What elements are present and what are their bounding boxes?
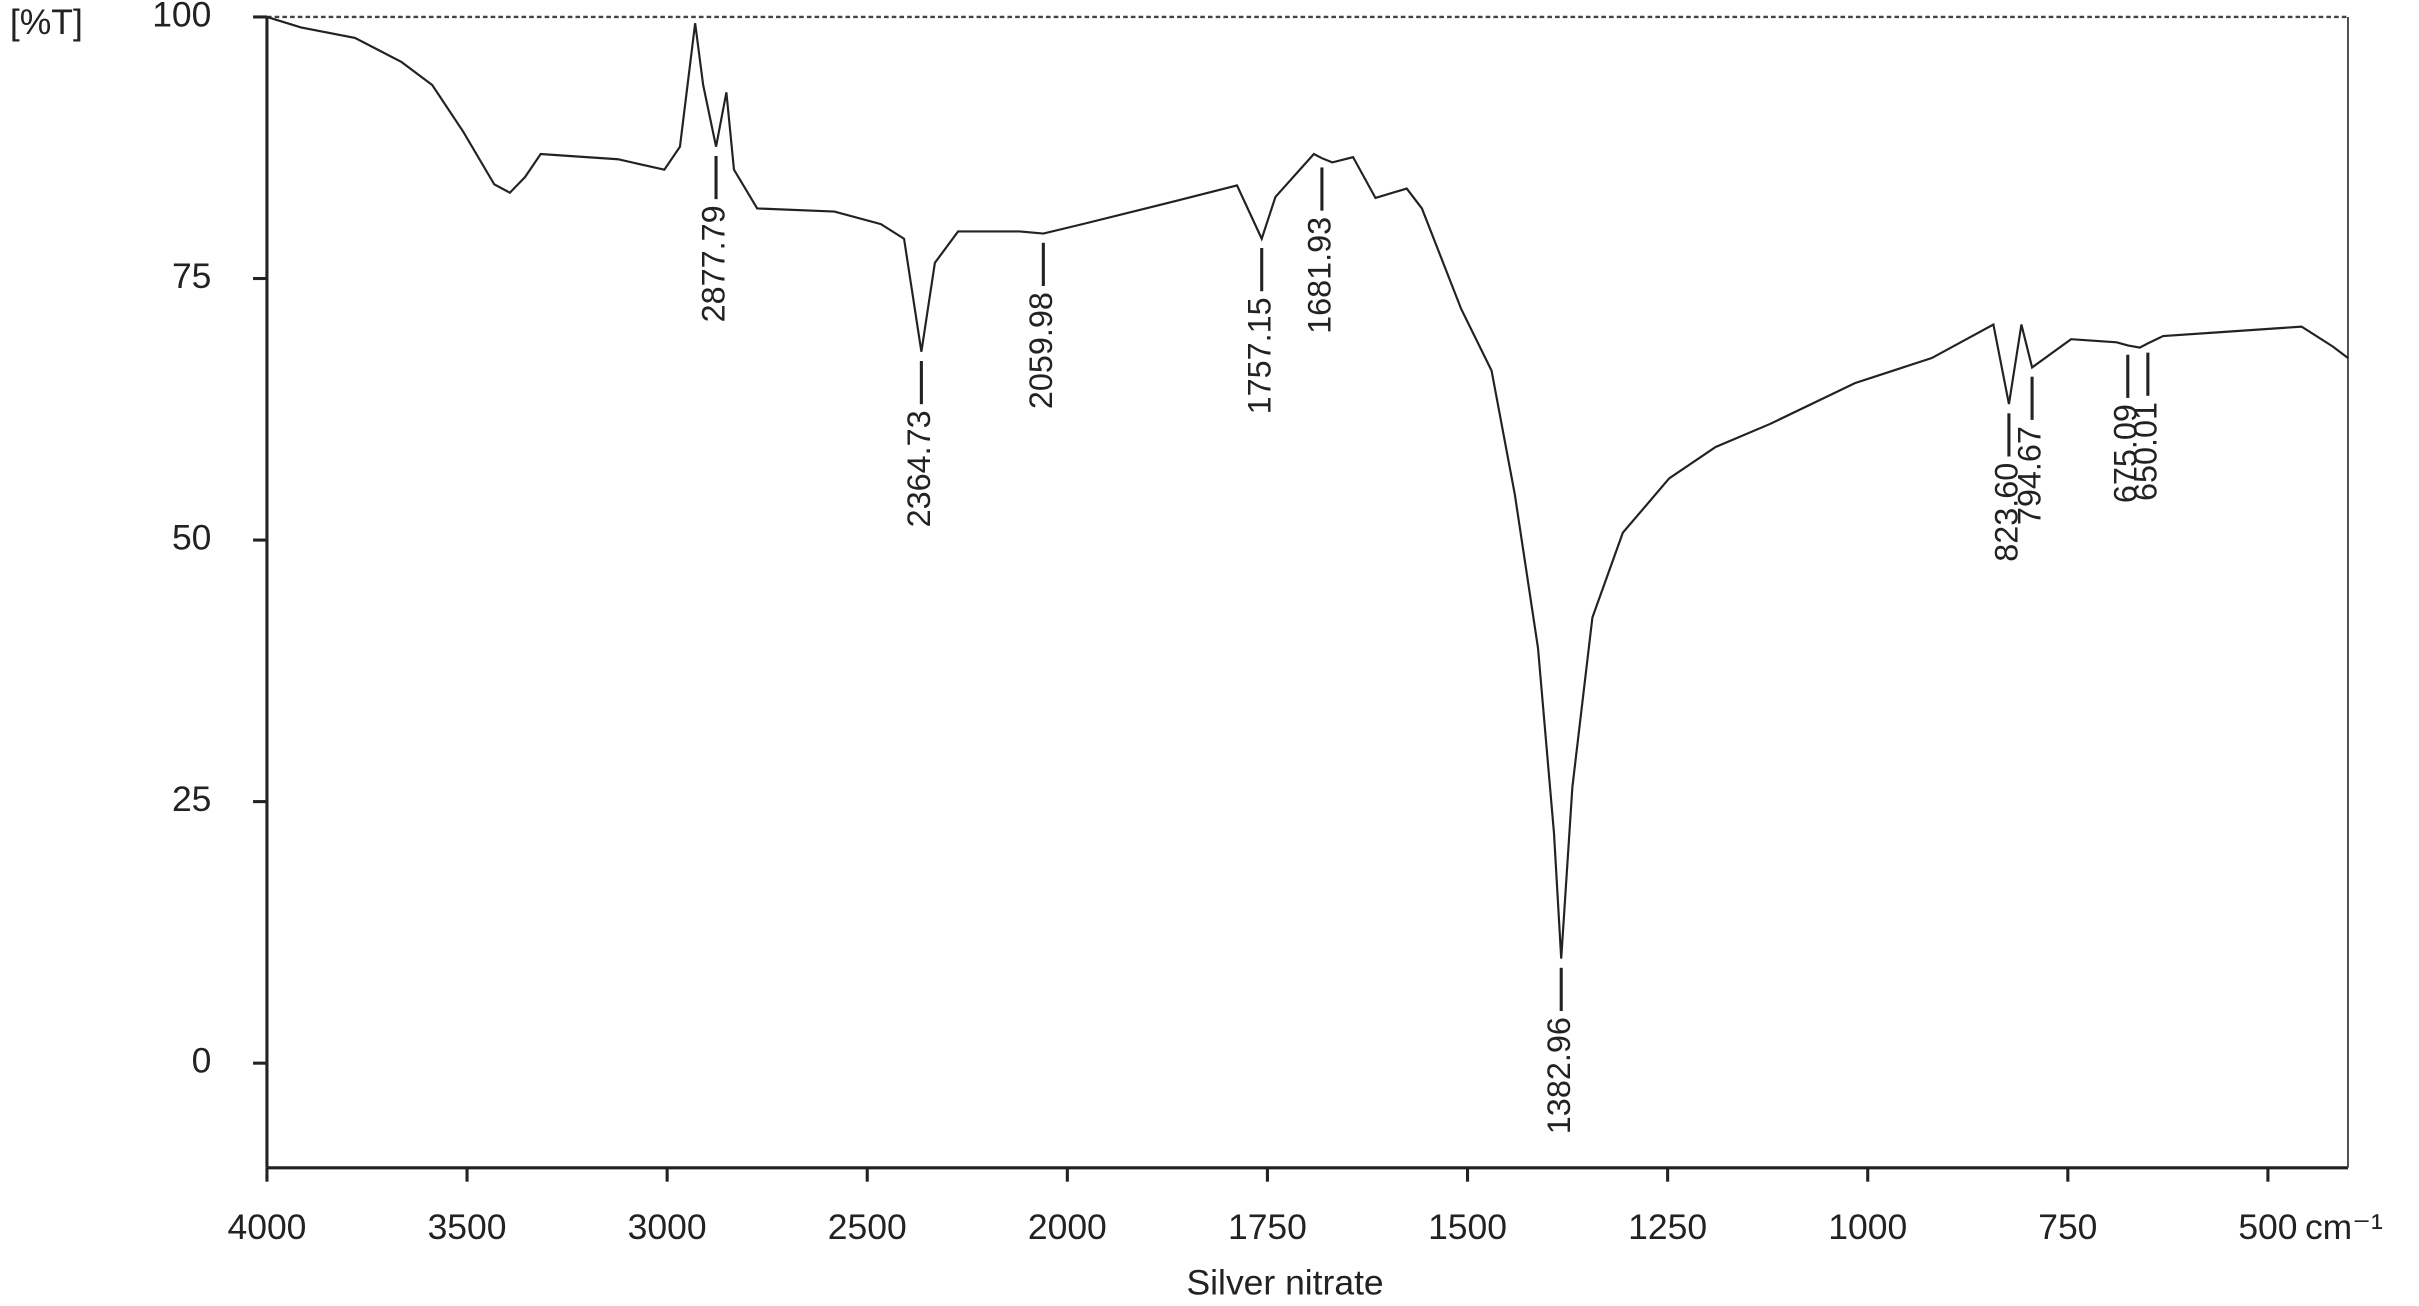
peak-label: 823.60 [1988,463,2024,562]
y-axis-label: [%T] [10,2,83,42]
peak-label: 2059.98 [1023,292,1059,409]
x-tick-label: 3500 [428,1207,507,1247]
peak-label: 794.67 [2012,426,2048,525]
peak-label: 675.09 [2107,404,2143,503]
x-tick-label: 2000 [1028,1207,1107,1247]
x-tick-label: 1750 [1228,1207,1307,1247]
spectrum-line [266,15,2349,959]
x-tick-label: 1500 [1428,1207,1507,1247]
x-tick-label: 750 [2038,1207,2097,1247]
x-tick-label: 1000 [1828,1207,1907,1247]
x-axis-label: Silver nitrate [1187,1262,1384,1302]
peak-label: 2877.79 [696,205,732,322]
y-tick-label: 50 [172,517,211,557]
x-unit: cm⁻¹ [2305,1207,2383,1247]
x-tick-label: 500 [2238,1207,2297,1247]
peak-label: 1382.96 [1541,1017,1577,1134]
y-tick-label: 100 [152,0,211,34]
x-tick-label: 4000 [227,1207,306,1247]
x-tick-label: 3000 [628,1207,707,1247]
y-tick-label: 25 [172,779,211,819]
peak-label: 1757.15 [1241,297,1277,414]
x-tick-label: 1250 [1628,1207,1707,1247]
x-tick-label: 2500 [828,1207,907,1247]
y-tick-label: 0 [192,1041,212,1081]
y-tick-label: 75 [172,256,211,296]
peak-label: 1681.93 [1301,217,1337,334]
peak-label: 650.01 [2127,402,2163,501]
peak-label: 2364.73 [901,410,937,527]
